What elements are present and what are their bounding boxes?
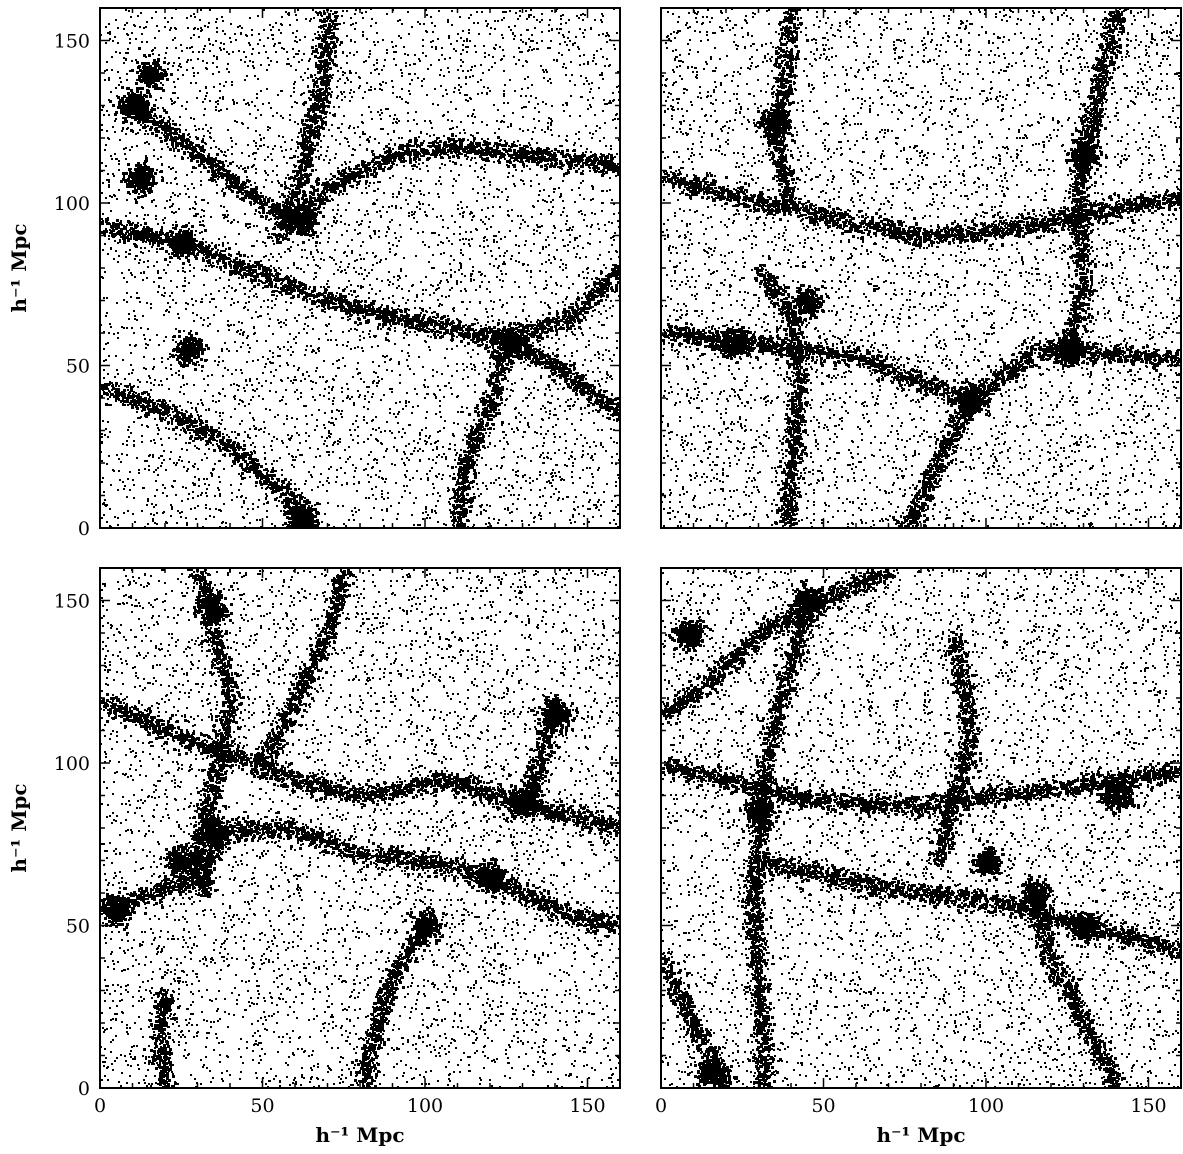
y-axis-title: h⁻¹ Mpc	[7, 783, 31, 872]
x-axis-title: h⁻¹ Mpc	[315, 1123, 404, 1147]
panel-top-left: 0 50 100 150 h⁻¹ Mpc	[7, 8, 623, 540]
y-tick-label: 100	[54, 753, 90, 775]
particle-distribution	[661, 568, 1183, 1090]
x-tick-label: 100	[407, 1095, 443, 1117]
y-tick-label: 150	[54, 591, 90, 613]
y-tick-label: 50	[66, 916, 90, 938]
x-tick-label: 150	[569, 1095, 605, 1117]
x-tick-label: 0	[655, 1095, 667, 1117]
panel-bottom-left: 0 50 100 150 0 50 100 150 h⁻¹ Mpc h⁻¹ Mpc	[7, 568, 622, 1147]
y-tick-label: 100	[54, 193, 90, 215]
x-axis-title: h⁻¹ Mpc	[876, 1123, 965, 1147]
y-tick-label: 50	[66, 356, 90, 378]
y-tick-label: 0	[78, 518, 90, 540]
particle-distribution	[661, 8, 1183, 531]
panel-top-right	[661, 8, 1183, 531]
particle-distribution	[100, 568, 622, 1091]
x-tick-label: 50	[811, 1095, 835, 1117]
x-tick-label: 150	[1130, 1095, 1166, 1117]
y-tick-label: 150	[54, 31, 90, 53]
particle-distribution	[100, 8, 623, 531]
panel-bottom-right: 0 50 100 150 h⁻¹ Mpc	[655, 568, 1183, 1147]
y-axis-title: h⁻¹ Mpc	[7, 223, 31, 312]
y-tick-label: 0	[78, 1078, 90, 1100]
x-tick-label: 50	[250, 1095, 274, 1117]
x-tick-label: 100	[968, 1095, 1004, 1117]
x-tick-label: 0	[94, 1095, 106, 1117]
